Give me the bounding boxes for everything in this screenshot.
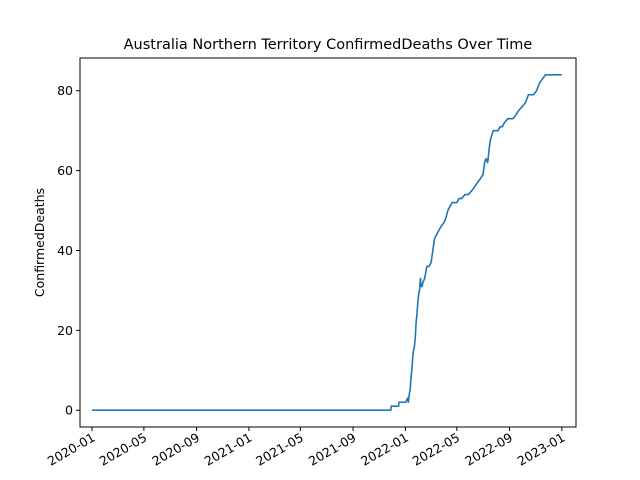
y-axis-label: ConfirmedDeaths	[32, 188, 47, 297]
y-tick-label: 60	[57, 163, 73, 178]
plot-area-frame	[79, 57, 577, 428]
y-axis: 0 20 40 60 80	[57, 83, 80, 418]
y-tick-label: 0	[65, 403, 73, 418]
y-tick-label: 40	[57, 243, 73, 258]
y-tick-label: 80	[57, 83, 73, 98]
y-tick-label: 20	[57, 323, 73, 338]
series-line-confirmed-deaths	[92, 73, 562, 412]
chart-title: Australia Northern Territory ConfirmedDe…	[124, 37, 533, 53]
